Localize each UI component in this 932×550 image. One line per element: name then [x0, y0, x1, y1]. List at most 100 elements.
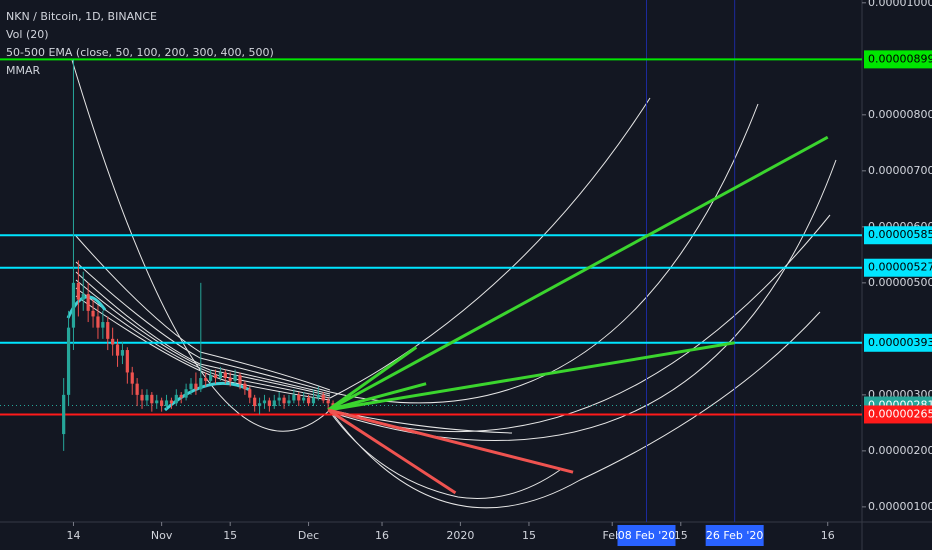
candle-body	[194, 383, 198, 390]
candle-body	[130, 372, 134, 384]
y-tick-label: 0.00000500	[868, 276, 932, 289]
x-tick-label: 15	[674, 529, 688, 542]
candle-body	[96, 316, 100, 328]
candle-body	[106, 322, 110, 339]
candle-body	[287, 400, 291, 404]
x-tick-label: 15	[522, 529, 536, 542]
candle-body	[277, 397, 281, 401]
ema-line	[75, 235, 331, 391]
mmar-curve	[329, 311, 821, 509]
date-marker-box	[617, 525, 676, 546]
chart-title: NKN / Bitcoin, 1D, BINANCE	[6, 10, 157, 23]
candle-body	[155, 400, 159, 404]
trendline	[327, 341, 735, 412]
candle-body	[267, 400, 271, 407]
candles	[62, 59, 335, 451]
x-tick-label: 16	[375, 529, 389, 542]
candle-body	[248, 389, 252, 398]
date-marker-label: 26 Feb '20	[706, 529, 764, 542]
candle-body	[204, 378, 208, 381]
candle-body	[160, 400, 164, 407]
candle-body	[306, 397, 311, 404]
price-level-box	[864, 258, 932, 277]
candle-body	[243, 383, 247, 390]
date-marker-label: 08 Feb '20	[618, 529, 676, 542]
price-level-label: 0.00000527	[868, 261, 932, 274]
candle-body	[257, 403, 262, 407]
candle-body	[218, 372, 222, 379]
candle-body	[76, 282, 80, 300]
x-tick-label: Dec	[298, 529, 319, 542]
candle-body	[184, 389, 188, 398]
indicator-label: MMAR	[6, 64, 41, 77]
candle-body	[179, 394, 183, 398]
candle-body	[86, 294, 90, 311]
y-tick-label: 0.00000800	[868, 108, 932, 121]
candle-body	[213, 375, 218, 379]
candle-body	[81, 294, 85, 300]
candle-body	[115, 344, 120, 356]
candle-body	[311, 397, 316, 404]
price-level-label: 0.00000585	[868, 228, 932, 241]
x-tick-label: 15	[223, 529, 237, 542]
price-level-box	[864, 333, 932, 352]
indicator-label: 50-500 EMA (close, 50, 100, 200, 300, 40…	[6, 46, 274, 59]
candle-body	[297, 394, 301, 401]
candle-body	[292, 394, 296, 401]
candle-body	[331, 403, 335, 406]
candle-body	[62, 394, 66, 435]
candle-body	[150, 394, 154, 404]
x-tick-label: Feb	[602, 529, 621, 542]
y-tick-label: 0.00000700	[868, 164, 932, 177]
x-tick-label: 2020	[446, 529, 474, 542]
x-tick-label: 14	[66, 529, 80, 542]
candle-body	[262, 400, 267, 404]
candle-body	[223, 372, 227, 379]
trendline	[327, 135, 829, 412]
trendline	[327, 382, 427, 412]
candle-body	[120, 350, 125, 356]
ema-line	[75, 261, 331, 393]
mmar-band	[66, 295, 251, 412]
candle-body	[282, 397, 286, 404]
candle-body	[209, 375, 213, 381]
candle-body	[140, 394, 144, 401]
candle-body	[321, 394, 325, 401]
ema-line	[75, 279, 331, 397]
candle-body	[164, 400, 169, 407]
x-tick-label: Nov	[151, 529, 173, 542]
mmar-curve	[329, 214, 831, 433]
price-level-label: 0.00000265	[868, 407, 932, 420]
ema-line	[75, 287, 331, 399]
candle-body	[145, 394, 149, 401]
candle-body	[174, 394, 178, 404]
candle-body	[228, 378, 232, 381]
date-marker-box	[705, 525, 764, 546]
mmar-curve	[329, 103, 759, 404]
mmar-curve	[329, 97, 651, 399]
candle-body	[253, 397, 257, 407]
candle-body	[238, 375, 242, 384]
candle-body	[199, 378, 203, 390]
candle-body	[326, 400, 330, 404]
indicator-label: Vol (20)	[6, 28, 49, 41]
candle-body	[66, 327, 71, 395]
trendline	[327, 408, 574, 474]
candle-body	[111, 338, 115, 345]
y-tick-label: 0.00000200	[868, 444, 932, 457]
candle-body	[316, 394, 320, 398]
price-level-box	[864, 50, 932, 69]
price-level-label: 0.00000393	[868, 336, 932, 349]
candle-body	[125, 350, 129, 373]
candle-body	[169, 400, 174, 404]
trendline	[327, 408, 457, 495]
price-level-box	[864, 226, 932, 245]
candle-body	[135, 383, 139, 395]
ema-line	[75, 271, 331, 395]
candle-body	[233, 375, 237, 381]
candle-body	[272, 400, 276, 407]
candle-body	[101, 322, 105, 328]
y-tick-label: 0.00000100	[868, 500, 932, 513]
